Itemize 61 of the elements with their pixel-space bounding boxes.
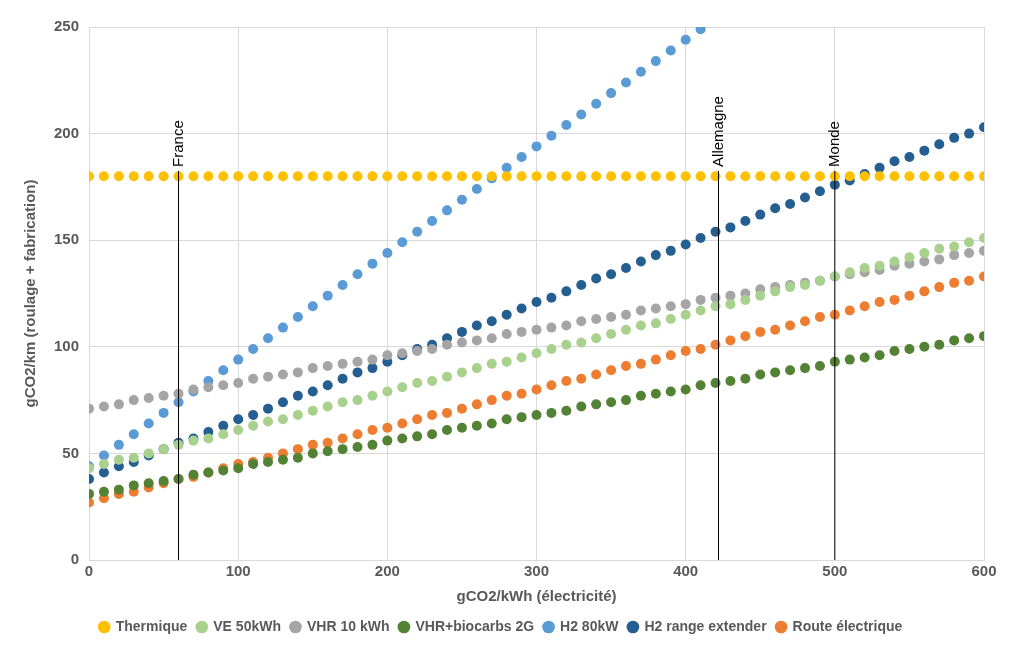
ref-line-label: France [168, 120, 186, 167]
legend-label: Thermique [115, 617, 188, 634]
y-tick-label: 50 [62, 443, 80, 461]
x-tick-label: 0 [84, 562, 94, 580]
y-tick-label: 250 [54, 17, 80, 35]
x-tick-label: 200 [374, 562, 400, 580]
x-tick-label: 600 [971, 562, 997, 580]
legend-label: H2 range extender [644, 617, 768, 634]
point [307, 301, 318, 312]
point [471, 184, 482, 195]
point [352, 269, 363, 280]
point [501, 162, 512, 173]
point [277, 322, 288, 333]
point [606, 88, 617, 99]
y-axis-title: gCO2/km (roulage + fabrication) [21, 179, 39, 408]
point [561, 120, 572, 131]
point [576, 109, 587, 120]
legend-label: Route électrique [792, 617, 903, 634]
y-tick-label: 100 [54, 336, 80, 354]
point [113, 439, 124, 450]
point [382, 247, 393, 258]
point [650, 56, 661, 67]
ref-line-label: Allemagne [708, 96, 726, 167]
point [292, 311, 303, 322]
point [442, 205, 453, 216]
point [412, 226, 423, 237]
point [680, 34, 691, 45]
point [128, 429, 139, 440]
point [322, 290, 333, 301]
point [248, 343, 259, 354]
legend-label: VE 50kWh [213, 617, 281, 634]
point [263, 333, 274, 344]
point [516, 152, 527, 163]
point [591, 98, 602, 109]
x-tick-label: 100 [225, 562, 251, 580]
x-tick-label: 500 [822, 562, 848, 580]
point [665, 45, 676, 56]
point [635, 66, 646, 77]
point [695, 27, 706, 35]
point [337, 279, 348, 290]
ref-line-label: Monde [824, 121, 842, 167]
point [427, 216, 438, 227]
point [158, 407, 169, 418]
y-tick-label: 150 [54, 230, 80, 248]
legend-label: VHR+biocarbs 2G [415, 617, 535, 634]
point [456, 194, 467, 205]
legend-label: H2 80kW [560, 617, 620, 634]
point [546, 130, 557, 141]
point [233, 354, 244, 365]
point [531, 141, 542, 152]
point [621, 77, 632, 88]
x-tick-label: 300 [524, 562, 550, 580]
point [367, 258, 378, 269]
point [397, 237, 408, 248]
x-tick-label: 400 [673, 562, 699, 580]
point [218, 365, 229, 376]
legend-label: VHR 10 kWh [306, 617, 390, 634]
point [143, 418, 154, 429]
y-tick-label: 200 [54, 123, 80, 141]
y-tick-label: 0 [70, 550, 80, 568]
x-axis-title: gCO2/kWh (électricité) [456, 587, 617, 605]
